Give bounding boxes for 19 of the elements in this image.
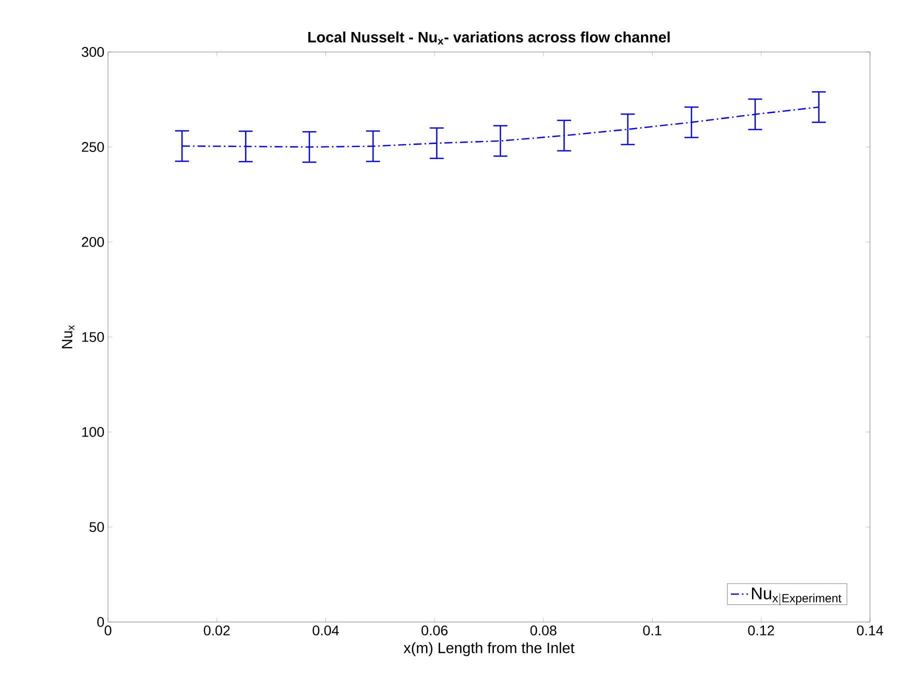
- x-tick-label: 0.06: [422, 626, 448, 636]
- x-tick-label: 0.12: [748, 626, 774, 636]
- x-tick-label: 0.08: [530, 626, 556, 636]
- y-tick-label: 0: [97, 617, 104, 627]
- y-tick-label: 250: [82, 142, 104, 152]
- y-tick-label: 300: [82, 47, 104, 57]
- chart-title: Local Nusselt - Nu$_{x}$- variations across flow channel: [308, 32, 670, 44]
- x-axis-title: x(m) Length from the Inlet: [404, 642, 574, 656]
- x-tick-label: 0.1: [643, 626, 662, 636]
- legend-label: $\mathrm{Nu}_{\mathrm{x|Experiment}}$: [752, 588, 842, 606]
- x-tick-label: 0.14: [856, 626, 884, 636]
- y-axis-title: Nu$_{x}$: [62, 325, 74, 348]
- x-tick-label: 0.04: [312, 626, 339, 636]
- y-tick-label: 100: [82, 427, 104, 437]
- y-tick-label: 50: [90, 522, 104, 532]
- y-tick-label: 150: [82, 332, 104, 342]
- y-tick-label: 200: [82, 237, 104, 247]
- x-tick-label: 0.02: [204, 626, 230, 636]
- x-tick-label: 0: [104, 626, 112, 636]
